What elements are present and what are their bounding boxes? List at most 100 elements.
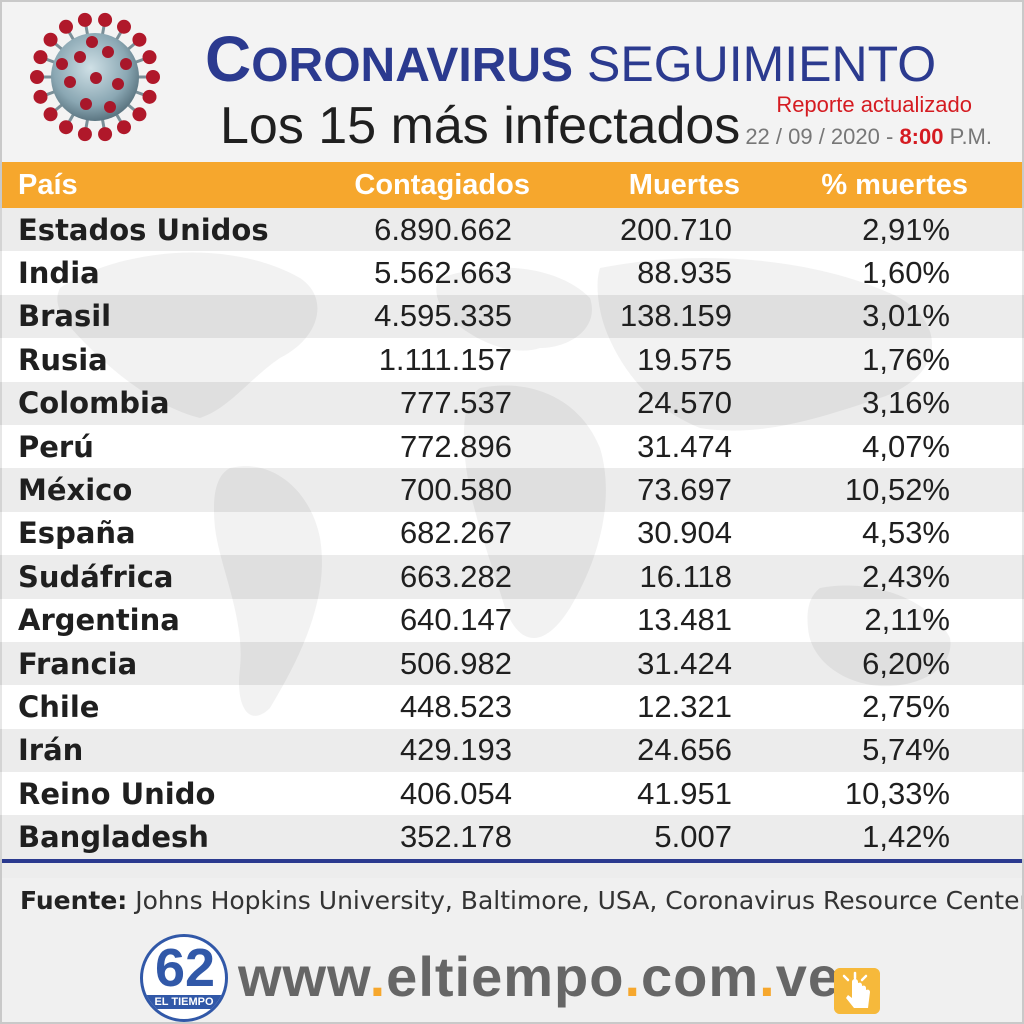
source-line: Fuente: Johns Hopkins University, Baltim… — [0, 878, 1024, 924]
cell-pct-muertes: 4,53% — [862, 515, 950, 551]
cell-pais: Perú — [18, 429, 94, 464]
report-date-text: 22 / 09 / 2020 - — [745, 124, 894, 149]
cell-muertes: 30.904 — [637, 515, 732, 551]
cell-pais: Estados Unidos — [18, 212, 269, 247]
cell-contagiados: 406.054 — [399, 775, 512, 811]
hand-click-icon — [834, 968, 880, 1014]
cell-pct-muertes: 10,52% — [844, 472, 950, 508]
header: CORONAVIRUS SEGUIMIENTO Los 15 más infect… — [0, 0, 1024, 162]
cell-muertes: 16.118 — [639, 558, 732, 594]
cell-pct-muertes: 2,91% — [862, 211, 950, 247]
table-row: Chile 448.523 12.321 2,75% — [0, 685, 1024, 729]
logo-name: EL TIEMPO — [143, 995, 225, 1009]
data-table: País Contagiados Muertes % muertes Estad… — [0, 162, 1024, 863]
subtitle: Los 15 más infectados — [220, 97, 741, 155]
title-second: SEGUIMIENTO — [587, 36, 937, 92]
cell-muertes: 13.481 — [637, 602, 732, 638]
report-time: 8:00 — [899, 124, 944, 149]
cell-pct-muertes: 6,20% — [862, 645, 950, 681]
table-row: Reino Unido 406.054 41.951 10,33% — [0, 772, 1024, 816]
cell-pct-muertes: 2,43% — [862, 558, 950, 594]
logo-number: 62 — [155, 938, 216, 998]
cell-contagiados: 640.147 — [399, 602, 512, 638]
cell-pct-muertes: 3,01% — [862, 298, 950, 334]
table-row: México 700.580 73.697 10,52% — [0, 468, 1024, 512]
cell-pais: España — [18, 516, 136, 551]
table-body: Estados Unidos 6.890.662 200.710 2,91% India… — [0, 208, 1024, 859]
cell-pct-muertes: 2,11% — [864, 602, 950, 638]
cell-contagiados: 506.982 — [399, 645, 512, 681]
cell-contagiados: 777.537 — [399, 385, 512, 421]
cell-contagiados: 429.193 — [399, 732, 512, 768]
table-row: Perú 772.896 31.474 4,07% — [0, 424, 1024, 469]
cell-contagiados: 352.178 — [399, 819, 512, 855]
header-contagiados: Contagiados — [354, 168, 530, 201]
header-pct-muertes: % muertes — [821, 168, 968, 201]
table-row: Brasil 4.595.335 138.159 3,01% — [0, 294, 1024, 339]
cell-pais: Colombia — [18, 386, 170, 421]
web-part-com: com — [641, 945, 760, 1008]
cell-contagiados: 6.890.662 — [374, 211, 512, 247]
table-row: Bangladesh 352.178 5.007 1,42% — [0, 815, 1024, 859]
web-part-domain: eltiempo — [386, 945, 625, 1008]
table-header: País Contagiados Muertes % muertes — [0, 162, 1024, 208]
table-row: España 682.267 30.904 4,53% — [0, 511, 1024, 556]
coronavirus-illustration — [30, 12, 160, 142]
cell-muertes: 138.159 — [619, 298, 732, 334]
cell-pais: Argentina — [18, 603, 180, 638]
cell-pais: Irán — [18, 733, 84, 768]
source-label: Fuente: — [20, 886, 128, 915]
cell-pais: Chile — [18, 689, 100, 724]
cell-contagiados: 4.595.335 — [374, 298, 512, 334]
website-link[interactable]: www.eltiempo.com.ve — [238, 944, 840, 1009]
cell-contagiados: 700.580 — [399, 472, 512, 508]
table-row: Irán 429.193 24.656 5,74% — [0, 728, 1024, 773]
cell-muertes: 12.321 — [637, 688, 732, 724]
table-row: Rusia 1.111.157 19.575 1,76% — [0, 338, 1024, 382]
cell-contagiados: 1.111.157 — [378, 341, 512, 377]
web-part-ve: ve — [775, 945, 841, 1008]
cell-pct-muertes: 10,33% — [844, 775, 950, 811]
web-dot-3: . — [759, 945, 776, 1008]
cell-muertes: 31.474 — [637, 428, 732, 464]
main-title: CORONAVIRUS SEGUIMIENTO — [205, 22, 936, 96]
cell-pct-muertes: 2,75% — [862, 688, 950, 724]
title-first-letter: C — [205, 23, 252, 95]
report-date: 22 / 09 / 2020 - 8:00 P.M. — [745, 124, 992, 150]
el-tiempo-logo: 62 EL TIEMPO — [140, 934, 228, 1022]
cell-pais: Rusia — [18, 342, 108, 377]
cell-muertes: 5.007 — [654, 819, 732, 855]
cell-muertes: 24.656 — [637, 732, 732, 768]
cell-pais: México — [18, 473, 133, 508]
header-pais: País — [18, 168, 78, 201]
cell-muertes: 73.697 — [637, 472, 732, 508]
table-row: Sudáfrica 663.282 16.118 2,43% — [0, 555, 1024, 599]
cell-contagiados: 448.523 — [399, 688, 512, 724]
table-bottom-border — [0, 858, 1024, 863]
cell-pais: Bangladesh — [18, 820, 209, 855]
cell-pct-muertes: 1,76% — [862, 341, 950, 377]
cell-contagiados: 5.562.663 — [374, 255, 512, 291]
cell-pais: Brasil — [18, 299, 112, 334]
cell-pct-muertes: 1,60% — [862, 255, 950, 291]
cell-contagiados: 663.282 — [399, 558, 512, 594]
cell-muertes: 24.570 — [637, 385, 732, 421]
source-text: Johns Hopkins University, Baltimore, USA… — [135, 886, 1024, 915]
cell-pais: Sudáfrica — [18, 559, 174, 594]
report-ampm: P.M. — [949, 124, 992, 149]
cell-pct-muertes: 5,74% — [862, 732, 950, 768]
report-label: Reporte actualizado — [776, 92, 972, 117]
cell-pais: Reino Unido — [18, 776, 216, 811]
footer-brand: 62 EL TIEMPO www.eltiempo.com.ve — [0, 924, 1024, 1024]
table-row: Colombia 777.537 24.570 3,16% — [0, 381, 1024, 425]
title-rest: ORONAVIRUS — [251, 39, 574, 92]
web-part-www: www — [238, 945, 370, 1008]
table-row: India 5.562.663 88.935 1,60% — [0, 251, 1024, 295]
cell-muertes: 200.710 — [619, 211, 732, 247]
cell-pct-muertes: 3,16% — [862, 385, 950, 421]
cell-pct-muertes: 1,42% — [862, 819, 950, 855]
header-muertes: Muertes — [628, 168, 740, 201]
cell-pais: India — [18, 256, 100, 291]
cell-muertes: 88.935 — [637, 255, 732, 291]
table-row: Francia 506.982 31.424 6,20% — [0, 641, 1024, 686]
